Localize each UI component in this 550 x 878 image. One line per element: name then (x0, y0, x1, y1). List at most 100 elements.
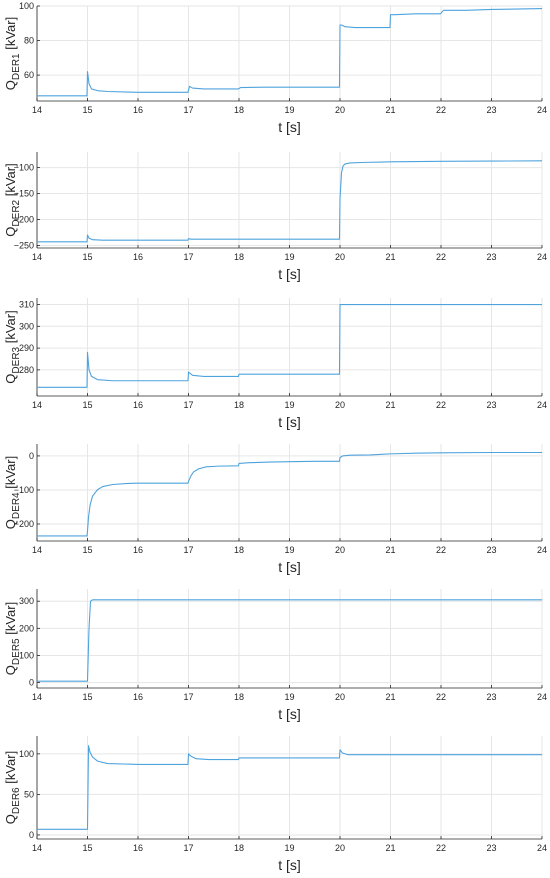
x-tick-label: 23 (486, 843, 496, 853)
y-tick-label: 300 (19, 321, 34, 331)
x-axis-label: t [s] (278, 706, 301, 722)
x-tick-label: 24 (537, 400, 547, 410)
x-tick-label: 19 (284, 692, 294, 702)
y-tick-label: 310 (19, 300, 34, 310)
y-axis-label-unit: [kVar] (3, 163, 18, 200)
y-axis-label-sub: DER4 (11, 492, 22, 519)
y-tick-label: −150 (14, 189, 34, 199)
x-tick-label: 20 (335, 692, 345, 702)
x-tick-label: 16 (133, 400, 143, 410)
x-tick-label: 17 (183, 252, 193, 262)
y-tick-label: 100 (19, 1, 34, 11)
x-tick-label: 20 (335, 843, 345, 853)
chart-panel-1: 14 15 16 17 18 19 20 21 22 23 24 60 80 100 t [s] QDER1 … (3, 1, 547, 135)
x-tick-label: 18 (234, 545, 244, 555)
series-line-4-1 (37, 451, 542, 537)
x-tick-label: 16 (133, 105, 143, 115)
x-tick-label: 22 (436, 843, 446, 853)
y-axis-label-sub: DER1 (11, 53, 22, 80)
y-tick-label: −100 (14, 485, 34, 495)
y-axis-label-unit: [kVar] (3, 310, 18, 347)
x-tick-label: 18 (234, 105, 244, 115)
chart-panel-3: 14 15 16 17 18 19 20 21 22 23 24 280 290 300 310 t [s] Q… (3, 298, 547, 430)
x-axis-label: t [s] (278, 857, 301, 873)
x-tick-label: 19 (284, 105, 294, 115)
y-tick-label: 80 (24, 36, 34, 46)
x-tick-label: 21 (385, 252, 395, 262)
y-tick-label: 200 (19, 623, 34, 633)
y-tick-label: 0 (29, 678, 34, 688)
y-axis-label-main: Q (3, 814, 18, 824)
x-tick-label: 23 (486, 692, 496, 702)
x-tick-label: 17 (183, 545, 193, 555)
x-tick-label: 16 (133, 692, 143, 702)
x-tick-label: 15 (82, 545, 92, 555)
y-axis-label-sub: DER6 (11, 787, 22, 814)
series-line-3-1 (37, 303, 542, 388)
y-axis-label-sub: DER2 (11, 199, 22, 226)
x-tick-label: 18 (234, 400, 244, 410)
y-axis-label-unit: [kVar] (3, 751, 18, 788)
y-axis-label-main: Q (3, 519, 18, 529)
x-tick-label: 15 (82, 105, 92, 115)
chart-panel-2: 14 15 16 17 18 19 20 21 22 23 24 −250 −200 −150 −100 t … (3, 152, 547, 282)
x-tick-label: 14 (32, 843, 42, 853)
x-tick-label: 22 (436, 252, 446, 262)
chart-panel-5: 14 15 16 17 18 19 20 21 22 23 24 0 100 200 300 t [s] QDE… (3, 589, 547, 722)
x-tick-label: 23 (486, 400, 496, 410)
x-tick-label: 15 (82, 843, 92, 853)
x-tick-label: 19 (284, 545, 294, 555)
x-tick-label: 22 (436, 692, 446, 702)
y-tick-label: 0 (29, 830, 34, 840)
x-tick-label: 14 (32, 105, 42, 115)
y-axis-label-unit: [kVar] (3, 602, 18, 639)
x-tick-label: 17 (183, 843, 193, 853)
y-tick-label: −250 (14, 240, 34, 250)
x-tick-label: 21 (385, 545, 395, 555)
y-tick-label: 300 (19, 596, 34, 606)
y-axis-label-sub: DER5 (11, 638, 22, 665)
x-tick-label: 17 (183, 105, 193, 115)
x-tick-label: 18 (234, 252, 244, 262)
y-tick-label: 290 (19, 343, 34, 353)
series-line-1-1 (37, 8, 543, 97)
y-tick-label: −100 (14, 163, 34, 173)
y-axis-label-sub: DER3 (11, 346, 22, 373)
y-axis-label: QDER6 [kVar] (3, 751, 22, 824)
y-axis-label-main: Q (3, 374, 18, 384)
y-tick-label: 50 (24, 789, 34, 799)
x-tick-label: 17 (183, 692, 193, 702)
y-tick-label: −200 (14, 214, 34, 224)
y-axis-label: QDER2 [kVar] (3, 163, 22, 236)
y-axis-label: QDER5 [kVar] (3, 602, 22, 675)
x-axis-label: t [s] (278, 266, 301, 282)
x-tick-label: 19 (284, 400, 294, 410)
x-tick-label: 24 (537, 545, 547, 555)
x-axis-label: t [s] (278, 414, 301, 430)
series-line-2-1 (37, 160, 543, 243)
x-tick-label: 14 (32, 252, 42, 262)
x-tick-label: 16 (133, 545, 143, 555)
chart-panel-4: 14 15 16 17 18 19 20 21 22 23 24 −200 −100 0 t [s] QDER… (3, 444, 547, 575)
x-axis-label: t [s] (278, 559, 301, 575)
x-tick-label: 16 (133, 252, 143, 262)
x-tick-label: 22 (436, 400, 446, 410)
y-axis-label-unit: [kVar] (3, 456, 18, 493)
x-tick-label: 14 (32, 545, 42, 555)
series-line-5-1 (37, 599, 542, 682)
x-tick-label: 19 (284, 252, 294, 262)
x-tick-label: 23 (486, 252, 496, 262)
x-tick-label: 22 (436, 105, 446, 115)
y-axis-label-main: Q (3, 227, 18, 237)
x-tick-label: 24 (537, 105, 547, 115)
x-tick-label: 24 (537, 843, 547, 853)
x-tick-label: 20 (335, 545, 345, 555)
x-tick-label: 22 (436, 545, 446, 555)
x-tick-label: 15 (82, 400, 92, 410)
x-tick-label: 17 (183, 400, 193, 410)
x-tick-label: 18 (234, 692, 244, 702)
y-tick-label: 100 (19, 650, 34, 660)
x-tick-label: 21 (385, 400, 395, 410)
x-tick-label: 23 (486, 105, 496, 115)
